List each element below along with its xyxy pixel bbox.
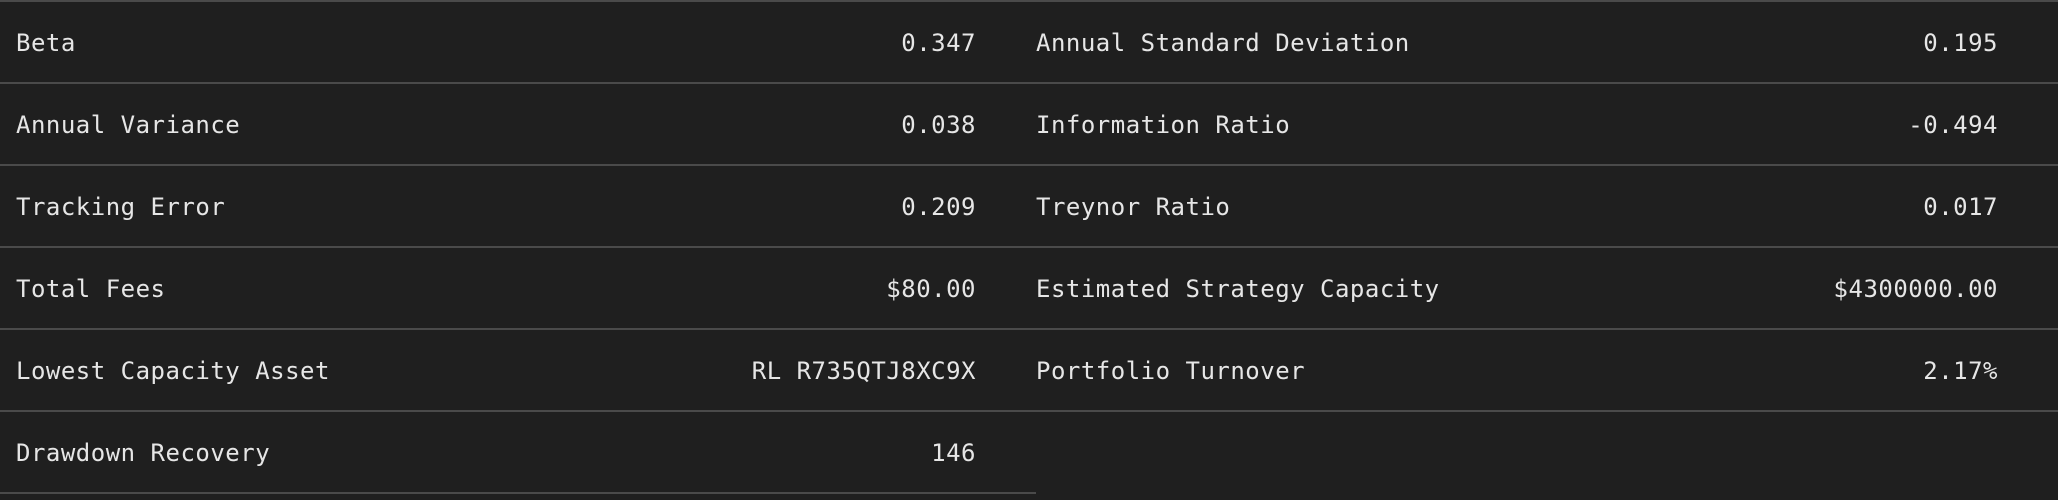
stat-value: $4300000.00 bbox=[1833, 275, 1998, 303]
stat-cell-drawdown-recovery: Drawdown Recovery 146 bbox=[0, 412, 1036, 494]
stat-cell-tracking-error: Tracking Error 0.209 bbox=[0, 166, 1036, 248]
stat-cell-total-fees: Total Fees $80.00 bbox=[0, 248, 1036, 330]
stat-value: $80.00 bbox=[886, 275, 976, 303]
top-divider-right bbox=[1036, 0, 2058, 2]
stat-cell-empty bbox=[1036, 412, 2058, 494]
stat-label: Information Ratio bbox=[1036, 111, 1291, 139]
stat-row: Beta 0.347 Annual Standard Deviation 0.1… bbox=[0, 2, 2058, 84]
stat-cell-beta: Beta 0.347 bbox=[0, 2, 1036, 84]
stat-cell-treynor-ratio: Treynor Ratio 0.017 bbox=[1036, 166, 2058, 248]
stat-label: Portfolio Turnover bbox=[1036, 357, 1306, 385]
stat-label: Total Fees bbox=[16, 275, 166, 303]
stat-cell-lowest-capacity-asset: Lowest Capacity Asset RL R735QTJ8XC9X bbox=[0, 330, 1036, 412]
stat-label: Treynor Ratio bbox=[1036, 193, 1231, 221]
stat-value: RL R735QTJ8XC9X bbox=[751, 357, 976, 385]
stat-value: 0.195 bbox=[1923, 29, 1998, 57]
stat-row: Annual Variance 0.038 Information Ratio … bbox=[0, 84, 2058, 166]
stat-cell-estimated-strategy-capacity: Estimated Strategy Capacity $4300000.00 bbox=[1036, 248, 2058, 330]
stat-label: Annual Standard Deviation bbox=[1036, 29, 1410, 57]
stat-value: 146 bbox=[931, 439, 976, 467]
stat-label: Estimated Strategy Capacity bbox=[1036, 275, 1440, 303]
stat-cell-annual-standard-deviation: Annual Standard Deviation 0.195 bbox=[1036, 2, 2058, 84]
stat-label: Tracking Error bbox=[16, 193, 226, 221]
stat-cell-information-ratio: Information Ratio -0.494 bbox=[1036, 84, 2058, 166]
stat-row: Drawdown Recovery 146 bbox=[0, 412, 2058, 494]
stat-cell-portfolio-turnover: Portfolio Turnover 2.17% bbox=[1036, 330, 2058, 412]
stat-value: -0.494 bbox=[1908, 111, 1998, 139]
stat-label: Beta bbox=[16, 29, 76, 57]
stat-row: Total Fees $80.00 Estimated Strategy Cap… bbox=[0, 248, 2058, 330]
stat-row: Lowest Capacity Asset RL R735QTJ8XC9X Po… bbox=[0, 330, 2058, 412]
stat-cell-annual-variance: Annual Variance 0.038 bbox=[0, 84, 1036, 166]
stat-value: 0.038 bbox=[901, 111, 976, 139]
stat-value: 0.209 bbox=[901, 193, 976, 221]
stat-label: Drawdown Recovery bbox=[16, 439, 271, 467]
stat-value: 0.347 bbox=[901, 29, 976, 57]
top-divider-left bbox=[0, 0, 1036, 2]
stat-value: 2.17% bbox=[1923, 357, 1998, 385]
stat-row: Tracking Error 0.209 Treynor Ratio 0.017 bbox=[0, 166, 2058, 248]
stat-label: Annual Variance bbox=[16, 111, 241, 139]
stat-value: 0.017 bbox=[1923, 193, 1998, 221]
stat-label: Lowest Capacity Asset bbox=[16, 357, 330, 385]
